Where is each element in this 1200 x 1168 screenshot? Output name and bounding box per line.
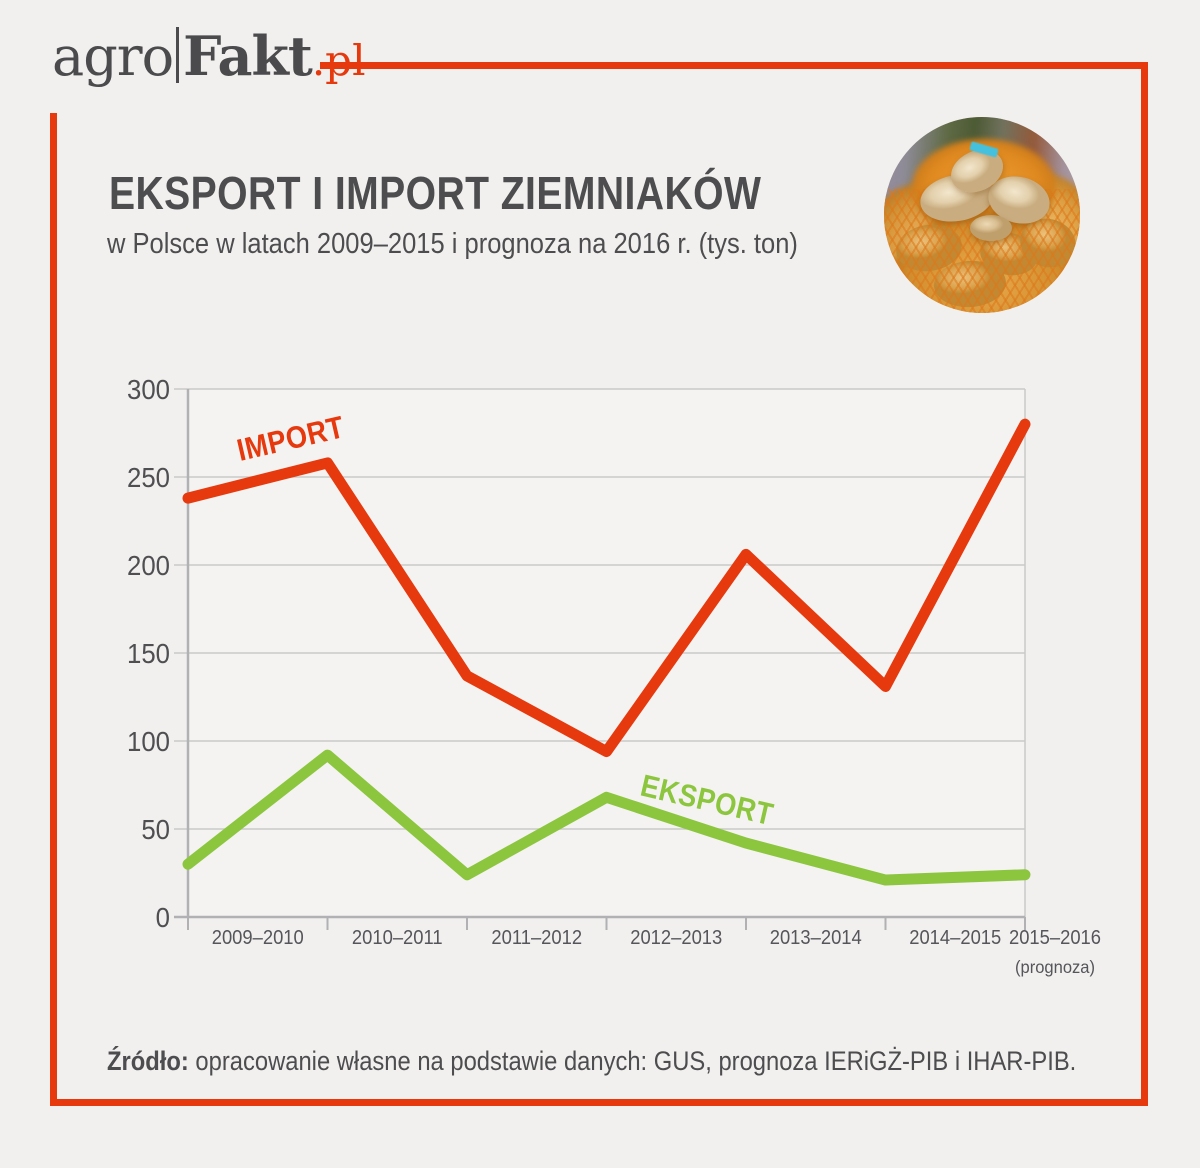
x-tick-label-6: 2015–2016 (1009, 927, 1101, 949)
agrofakt-logo: agro Fakt.pl (52, 24, 366, 88)
x-tick-label-4: 2013–2014 (770, 927, 862, 949)
y-tick-label-250: 250 (127, 462, 170, 493)
page-title: EKSPORT I IMPORT ZIEMNIAKÓW (109, 166, 876, 220)
potato (970, 215, 1012, 241)
logo-fakt: Fakt (183, 24, 313, 88)
logo-pl: .pl (311, 36, 366, 85)
x-tick-label-2: 2011–2012 (491, 927, 582, 949)
y-tick-label-300: 300 (127, 374, 170, 405)
page-subtitle-text: w Polsce w latach 2009–2015 i prognoza n… (107, 228, 798, 260)
source-note: Źródło: opracowanie własne na podstawie … (107, 1046, 1200, 1077)
y-tick-label-150: 150 (127, 638, 170, 669)
y-tick-label-50: 50 (141, 814, 170, 845)
source-note-text: Źródło: opracowanie własne na podstawie … (107, 1046, 1076, 1077)
x-tick-label-0: 2009–2010 (212, 927, 304, 949)
x-tick-label-5: 2014–2015 (909, 927, 1001, 949)
potato-photo (884, 117, 1080, 313)
x-tick-label-3: 2012–2013 (630, 927, 722, 949)
page-subtitle: w Polsce w latach 2009–2015 i prognoza n… (107, 228, 892, 261)
logo-agro: agro (52, 25, 174, 88)
y-tick-label-100: 100 (127, 726, 170, 757)
frame-top-line (320, 62, 1148, 69)
x-tick-label-1: 2010–2011 (352, 927, 443, 949)
logo-divider (176, 27, 180, 83)
frame-right-line (1141, 62, 1148, 1106)
y-tick-label-0: 0 (156, 902, 170, 933)
series-line-import (182, 418, 1031, 758)
x-tick-label-note: (prognoza) (1015, 956, 1095, 977)
page-title-text: EKSPORT I IMPORT ZIEMNIAKÓW (109, 167, 762, 219)
source-text: opracowanie własne na podstawie danych: … (188, 1046, 1077, 1076)
source-label: Źródło: (107, 1046, 189, 1076)
frame-left-line (50, 113, 57, 1106)
y-tick-label-200: 200 (127, 550, 170, 581)
series-line-eksport (182, 749, 1031, 886)
frame-bottom-line (50, 1099, 1148, 1106)
